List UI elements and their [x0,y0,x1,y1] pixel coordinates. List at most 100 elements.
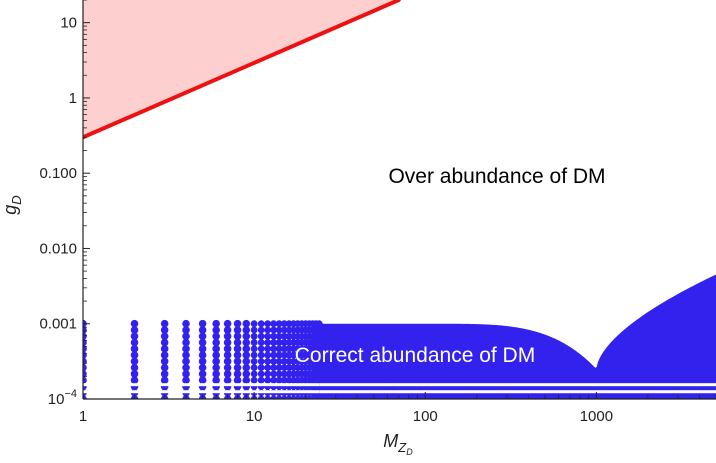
data-point [182,345,190,353]
data-point [280,370,288,378]
data-point [264,395,272,399]
y-tick-label-exponent: −4 [64,388,77,400]
data-point [233,363,242,372]
data-point [275,332,283,340]
data-point [270,370,278,378]
y-axis-label: gD [0,195,24,214]
data-point [130,326,139,334]
data-point [233,345,242,353]
data-point [160,319,169,328]
data-point [198,338,207,347]
data-point [250,351,258,359]
data-point [250,376,258,384]
data-point [160,370,169,378]
data-point [182,332,190,341]
data-point [233,351,242,359]
y-tick-label: 10−4 [48,388,77,408]
data-point [280,376,288,384]
data-point [257,345,265,353]
x-tick-label: 10 [246,408,263,425]
data-point [223,376,232,384]
data-point [182,370,190,378]
data-point [257,370,265,378]
data-point [83,363,87,372]
band-gap [83,390,320,394]
data-point [280,332,288,340]
band-gap [83,383,320,387]
data-point [130,338,139,347]
data-point [264,370,272,378]
data-point [83,332,87,341]
excluded-boundary-line [83,0,401,140]
data-point [223,363,232,372]
y-axis-label-sub: D [9,195,24,204]
data-point [264,357,272,365]
data-point [242,319,251,328]
data-point [280,339,288,346]
data-point [242,357,251,366]
data-point [242,363,251,372]
data-point [223,326,232,334]
data-point [130,357,139,366]
data-point [160,332,169,341]
data-point [233,370,242,378]
data-point [198,376,207,384]
data-point [182,319,190,328]
data-point [250,339,258,346]
data-point [250,357,258,365]
data-point [257,395,265,399]
data-point [270,345,278,353]
data-point [198,370,207,378]
data-point [270,376,278,384]
y-tick-label-base: 10 [48,391,65,408]
data-point [233,326,242,334]
data-point [160,357,169,366]
data-point [242,370,251,378]
data-point [270,364,278,372]
data-point [233,319,242,328]
data-point [280,357,288,365]
data-point [212,357,220,366]
x-tick-label: 100 [413,408,438,425]
data-point [130,370,139,378]
data-point [270,395,278,399]
data-point [233,357,242,366]
data-point [270,326,278,334]
y-tick-label: 10 [60,15,77,32]
data-point [83,351,87,359]
data-point [160,326,169,334]
data-point [270,351,278,359]
data-point [242,338,251,347]
data-point [223,370,232,378]
data-point [250,345,258,353]
data-point [160,351,169,359]
data-point [212,332,220,341]
data-point [198,326,207,334]
x-axis-label-main: M [383,431,398,451]
data-point [264,332,272,340]
data-point [198,363,207,372]
data-point [233,332,242,341]
data-point [212,338,220,347]
data-point [264,364,272,372]
data-point [280,326,288,334]
data-point [212,319,220,328]
data-point [212,326,220,334]
data-point [83,345,87,353]
data-point [280,351,288,359]
data-point [275,357,283,365]
data-point [264,351,272,359]
data-point [198,319,207,328]
data-point [182,357,190,366]
data-point [250,364,258,372]
data-point [223,332,232,341]
data-point [275,370,283,378]
data-point [275,326,283,334]
x-axis-label: MZD [383,431,413,457]
data-point [270,320,278,328]
data-point [182,363,190,372]
data-point [270,357,278,365]
data-point [257,326,265,334]
data-point [160,345,169,353]
